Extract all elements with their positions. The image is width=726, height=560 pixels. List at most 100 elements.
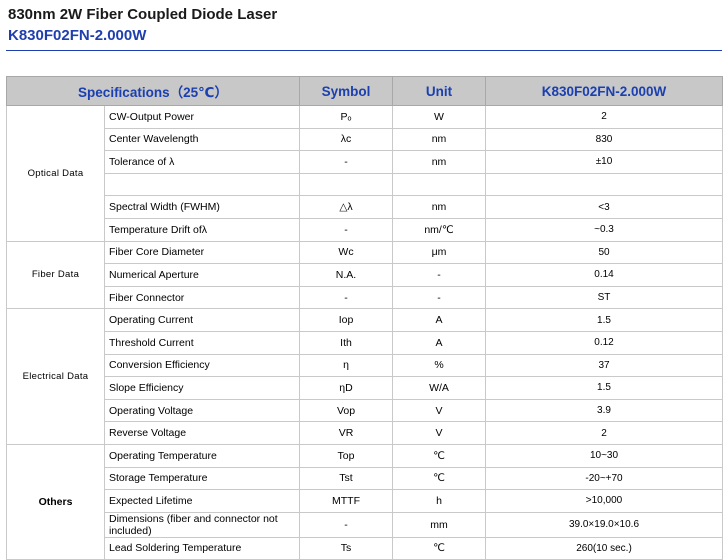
parameter-cell: Expected Lifetime: [104, 489, 300, 513]
table-row: Optical Data CW-Output Power Pₒ W 2: [6, 105, 723, 242]
symbol-cell: Iop: [299, 308, 393, 332]
unit-cell: A: [392, 308, 486, 332]
parameter-cell: Fiber Core Diameter: [104, 240, 300, 265]
value-cell: 3.9: [485, 398, 723, 423]
unit-cell: V: [392, 421, 486, 445]
table-row: Lead Soldering Temperature Ts ℃ 260(10 s…: [7, 536, 723, 560]
symbol-cell: Pₒ: [299, 105, 393, 129]
specifications-table: Specifications（25℃） Symbol Unit K830F02F…: [6, 76, 723, 560]
table-row: Numerical Aperture N.A. - 0.14: [7, 263, 723, 287]
group-label-others: Others: [6, 443, 105, 560]
spacer-row: [7, 172, 723, 197]
header-unit: Unit: [392, 76, 486, 106]
table-row: Reverse Voltage VR V 2: [7, 421, 723, 445]
group-label-fiber: Fiber Data: [6, 240, 105, 310]
table-header-row: Specifications（25℃） Symbol Unit K830F02F…: [6, 76, 723, 106]
unit-cell: W/A: [392, 376, 486, 400]
value-cell: <3: [485, 195, 723, 219]
value-cell: 10~30: [485, 443, 723, 468]
table-row: Fiber Connector - - ST: [7, 285, 723, 310]
symbol-cell: -: [299, 511, 393, 538]
value-cell: 830: [485, 127, 723, 152]
symbol-cell: Ith: [299, 330, 393, 355]
table-row: Slope Efficiency ηD W/A 1.5: [7, 376, 723, 400]
symbol-cell: -: [299, 150, 393, 174]
unit-cell: nm: [392, 195, 486, 219]
unit-cell: h: [392, 489, 486, 513]
symbol-cell: Vop: [299, 398, 393, 423]
table-row: Operating Voltage Vop V 3.9: [7, 398, 723, 423]
unit-cell: %: [392, 353, 486, 378]
unit-cell: nm/℃: [392, 217, 486, 242]
unit-cell: mm: [392, 511, 486, 538]
table-row: Temperature Drift ofλ - nm/℃ ~0.3: [7, 217, 723, 242]
unit-cell: μm: [392, 240, 486, 265]
table-row: Fiber Data Fiber Core Diameter Wc μm 50: [6, 240, 723, 310]
value-cell: 50: [485, 240, 723, 265]
parameter-cell: Operating Voltage: [104, 398, 300, 423]
table-row: Conversion Efficiency η % 37: [7, 353, 723, 378]
value-cell: 37: [485, 353, 723, 378]
parameter-cell: Operating Temperature: [104, 443, 300, 468]
table-row: Others Operating Temperature Top ℃ 10~30: [6, 443, 723, 560]
unit-cell: ℃: [392, 443, 486, 468]
value-cell: 39.0×19.0×10.6: [485, 511, 723, 538]
title-divider: [6, 50, 722, 51]
value-cell: 0.12: [485, 330, 723, 355]
table-row: Expected Lifetime MTTF h >10,000: [7, 489, 723, 513]
unit-cell: ℃: [392, 536, 486, 560]
parameter-cell: Conversion Efficiency: [104, 353, 300, 378]
symbol-cell: △λ: [299, 195, 393, 219]
symbol-cell: Tst: [299, 466, 393, 491]
table-row: Spectral Width (FWHM) △λ nm <3: [7, 195, 723, 219]
value-cell: 2: [485, 421, 723, 445]
table-row: Storage Temperature Tst ℃ -20~+70: [7, 466, 723, 491]
value-cell: 2: [485, 105, 723, 129]
parameter-cell: Center Wavelength: [104, 127, 300, 152]
unit-cell: -: [392, 263, 486, 287]
value-cell: 0.14: [485, 263, 723, 287]
group-label-electrical: Electrical Data: [6, 308, 105, 445]
symbol-cell: Top: [299, 443, 393, 468]
unit-cell: nm: [392, 150, 486, 174]
value-cell: ±10: [485, 150, 723, 174]
value-cell: ST: [485, 285, 723, 310]
value-cell: 1.5: [485, 376, 723, 400]
group-label-optical: Optical Data: [6, 105, 105, 242]
header-value: K830F02FN-2.000W: [485, 76, 723, 106]
parameter-cell: Fiber Connector: [104, 285, 300, 310]
value-cell: ~0.3: [485, 217, 723, 242]
parameter-cell: Tolerance of λ: [104, 150, 300, 174]
parameter-cell: Operating Current: [104, 308, 300, 332]
header-symbol: Symbol: [299, 76, 393, 106]
header-specifications: Specifications（25℃）: [6, 76, 300, 106]
symbol-cell: Wc: [299, 240, 393, 265]
value-cell: 260(10 sec.): [485, 536, 723, 560]
unit-cell: A: [392, 330, 486, 355]
symbol-cell: ηD: [299, 376, 393, 400]
parameter-cell: Slope Efficiency: [104, 376, 300, 400]
parameter-cell: Numerical Aperture: [104, 263, 300, 287]
parameter-cell: Dimensions (fiber and connector not incl…: [104, 511, 300, 538]
symbol-cell: η: [299, 353, 393, 378]
parameter-cell: Lead Soldering Temperature: [104, 536, 300, 560]
symbol-cell: Ts: [299, 536, 393, 560]
parameter-cell: Threshold Current: [104, 330, 300, 355]
symbol-cell: λc: [299, 127, 393, 152]
symbol-cell: -: [299, 285, 393, 310]
parameter-cell: CW-Output Power: [104, 105, 300, 129]
model-subtitle: K830F02FN-2.000W: [8, 27, 147, 44]
parameter-cell: Spectral Width (FWHM): [104, 195, 300, 219]
unit-cell: ℃: [392, 466, 486, 491]
table-row: Threshold Current Ith A 0.12: [7, 330, 723, 355]
unit-cell: nm: [392, 127, 486, 152]
table-row: Electrical Data Operating Current Iop A …: [6, 308, 723, 445]
value-cell: -20~+70: [485, 466, 723, 491]
page-title: 830nm 2W Fiber Coupled Diode Laser: [8, 6, 278, 23]
parameter-cell: Temperature Drift ofλ: [104, 217, 300, 242]
parameter-cell: Reverse Voltage: [104, 421, 300, 445]
parameter-cell: Storage Temperature: [104, 466, 300, 491]
table-row: Dimensions (fiber and connector not incl…: [7, 511, 723, 538]
unit-cell: W: [392, 105, 486, 129]
table-row: Tolerance of λ - nm ±10: [7, 150, 723, 174]
